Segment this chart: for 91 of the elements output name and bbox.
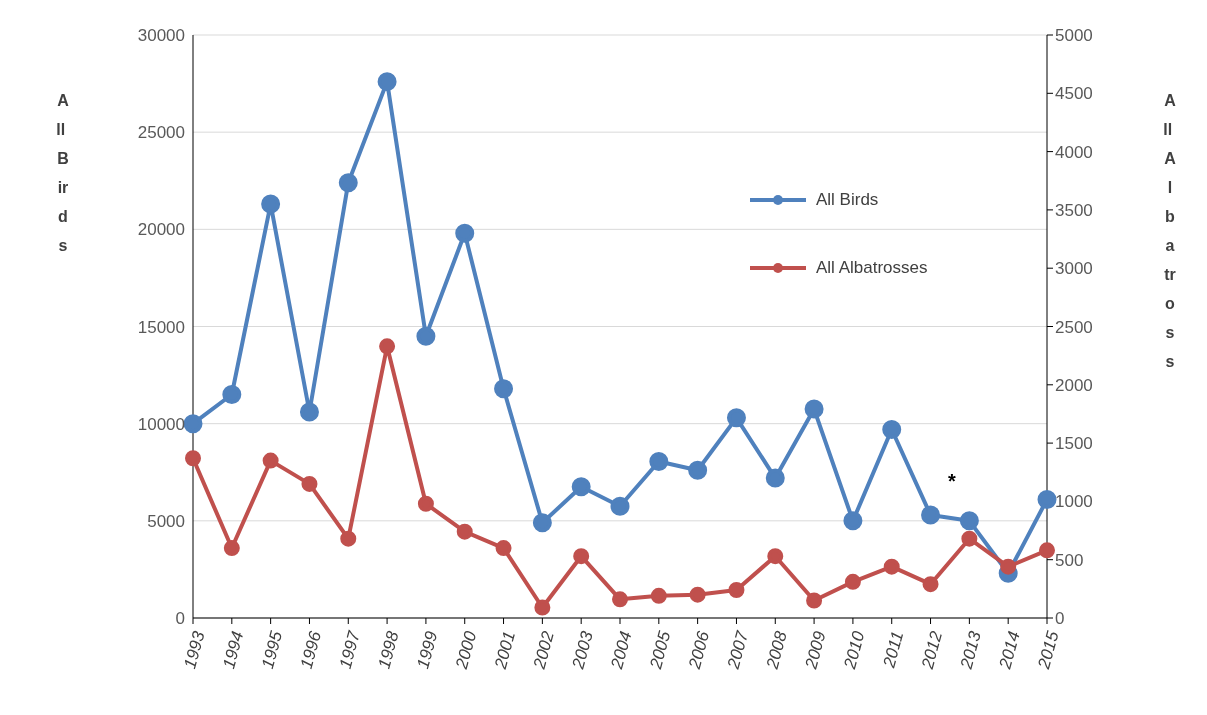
y-axis-title: All Birds <box>56 91 70 256</box>
x-tick-label: 2004 <box>607 629 636 672</box>
point <box>1000 558 1017 575</box>
x-tick-label: 1995 <box>258 628 287 671</box>
y2-tick-label: 2000 <box>1055 375 1093 395</box>
x-tick-label: 2001 <box>490 629 520 672</box>
annotation: * <box>948 470 956 493</box>
point <box>844 573 861 590</box>
y-tick-label: 25000 <box>137 123 185 143</box>
x-tick-label: 2007 <box>723 628 753 672</box>
point <box>726 408 746 428</box>
x-tick-label: 1998 <box>374 628 403 671</box>
x-tick-label: 2013 <box>956 628 986 672</box>
point <box>416 326 436 346</box>
point <box>494 379 514 399</box>
point <box>185 450 201 467</box>
x-tick-label: 2000 <box>451 628 481 672</box>
point <box>610 496 630 516</box>
point <box>299 402 319 422</box>
point <box>612 591 628 608</box>
y2-tick-label: 1000 <box>1055 492 1093 512</box>
y2-tick-label: 1500 <box>1055 434 1093 454</box>
legend-label: All Albatrosses <box>816 258 928 278</box>
point <box>262 452 279 469</box>
y2-tick-label: 4500 <box>1055 84 1093 104</box>
x-tick-label: 2008 <box>762 628 791 672</box>
y2-tick-label: 2500 <box>1055 317 1093 337</box>
point <box>728 582 745 599</box>
point <box>765 468 785 488</box>
point <box>959 511 979 531</box>
point <box>1039 542 1055 559</box>
point <box>455 223 475 243</box>
y-tick-label: 20000 <box>137 220 185 240</box>
point <box>222 385 242 405</box>
y-tick-label: 5000 <box>147 511 185 531</box>
x-tick-label: 2006 <box>684 628 714 672</box>
point <box>882 420 902 439</box>
point <box>532 513 552 533</box>
y-tick-label: 0 <box>175 609 185 629</box>
y2-tick-label: 4000 <box>1055 142 1093 162</box>
point <box>417 495 434 512</box>
x-tick-label: 2009 <box>801 628 830 672</box>
point <box>649 452 669 472</box>
point <box>843 511 863 531</box>
x-tick-label: 2014 <box>995 629 1024 672</box>
point <box>571 477 591 497</box>
y2-tick-label: 3000 <box>1055 259 1093 279</box>
point <box>338 173 358 193</box>
y2-tick-label: 500 <box>1055 550 1084 570</box>
point <box>340 530 357 547</box>
point <box>688 460 708 480</box>
point <box>223 540 240 557</box>
point <box>921 505 941 525</box>
point <box>377 72 397 92</box>
x-tick-label: 1994 <box>219 629 248 671</box>
point <box>650 587 667 604</box>
x-tick-label: 1997 <box>335 628 364 671</box>
y2-tick-label: 0 <box>1055 609 1065 629</box>
point <box>806 592 823 609</box>
y-tick-label: 10000 <box>137 414 185 434</box>
point <box>1037 489 1057 509</box>
x-tick-label: 2002 <box>529 628 559 672</box>
point <box>961 530 978 547</box>
x-tick-label: 2011 <box>879 629 908 671</box>
text: All Albatross <box>1163 92 1176 370</box>
point <box>804 399 824 419</box>
x-tick-label: 1996 <box>296 628 326 671</box>
x-tick-label: 1993 <box>180 628 209 671</box>
x-tick-label: 2003 <box>568 628 597 672</box>
point <box>922 576 939 593</box>
y-tick-label: 30000 <box>137 26 185 46</box>
point <box>573 548 590 565</box>
y2-tick-label: 5000 <box>1055 26 1093 46</box>
point <box>456 523 473 540</box>
x-tick-label: 2005 <box>645 628 675 672</box>
legend-label: All Birds <box>816 190 879 210</box>
point <box>534 599 551 616</box>
y2-tick-label: 3500 <box>1055 200 1093 220</box>
point <box>883 558 900 575</box>
point <box>379 338 396 355</box>
point <box>261 194 281 214</box>
x-tick-label: 2015 <box>1034 628 1063 672</box>
point <box>301 475 318 492</box>
point <box>689 586 706 603</box>
point <box>183 414 203 434</box>
x-tick-label: 1999 <box>413 628 442 671</box>
x-tick-label: 2012 <box>917 628 947 672</box>
point <box>495 540 512 557</box>
point <box>767 548 784 565</box>
x-tick-label: 2010 <box>840 628 869 672</box>
y-tick-label: 15000 <box>137 317 185 337</box>
